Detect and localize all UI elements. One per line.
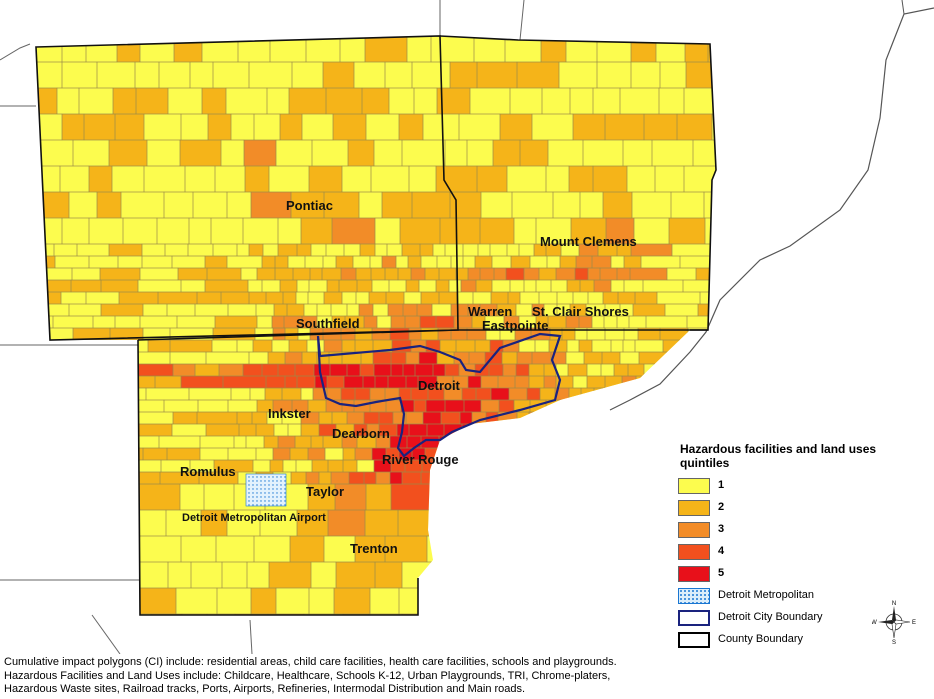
legend-label: County Boundary bbox=[718, 633, 803, 645]
label-warren: Warren bbox=[468, 304, 512, 319]
footnote-line: Cumulative impact polygons (CI) include:… bbox=[4, 656, 617, 668]
footnote-line: Hazardous Facilities and Land Uses inclu… bbox=[4, 669, 611, 682]
legend-swatch bbox=[678, 566, 710, 582]
legend-item-quintile-5: 5 bbox=[678, 566, 918, 584]
detroit-city-boundary bbox=[316, 332, 562, 458]
label-dearborn: Dearborn bbox=[332, 426, 390, 441]
label-river-rouge: River Rouge bbox=[382, 452, 459, 467]
study-area-map: Pontiac Mount Clemens Southfield Warren … bbox=[0, 0, 934, 654]
map-footnotes: Cumulative impact polygons (CI) include:… bbox=[4, 656, 930, 697]
legend-swatch bbox=[678, 500, 710, 516]
compass-rose-icon: N S E W bbox=[872, 601, 916, 644]
legend-item-quintile-2: 2 bbox=[678, 500, 918, 518]
neighbor-county-lines bbox=[0, 0, 525, 654]
label-pontiac: Pontiac bbox=[286, 198, 333, 213]
label-eastpointe: Eastpointe bbox=[482, 318, 548, 333]
legend-swatch-outline bbox=[678, 632, 710, 648]
legend-label: 2 bbox=[718, 501, 725, 513]
legend-title: Hazardous facilities and land uses quint… bbox=[680, 442, 877, 470]
footnote-line: Hazardous Waste sites, Railroad tracks, … bbox=[4, 683, 526, 695]
legend-swatch-dots bbox=[678, 588, 710, 604]
legend-label: 5 bbox=[718, 567, 725, 579]
county-boundaries bbox=[35, 35, 717, 616]
legend-item-airport: Detroit Metropolitan bbox=[678, 588, 918, 606]
legend-swatch bbox=[678, 522, 710, 538]
legend-item-quintile-4: 4 bbox=[678, 544, 918, 562]
airport-area bbox=[245, 473, 287, 507]
label-detroit: Detroit bbox=[418, 378, 461, 393]
legend-label: 3 bbox=[718, 523, 725, 535]
legend-item-city-boundary: Detroit City Boundary bbox=[678, 610, 918, 628]
compass-s: S bbox=[892, 640, 896, 644]
shoreline-upper bbox=[901, 0, 905, 15]
legend-item-quintile-3: 3 bbox=[678, 522, 918, 540]
label-inkster: Inkster bbox=[268, 406, 311, 421]
shoreline bbox=[609, 7, 934, 411]
label-taylor: Taylor bbox=[306, 484, 344, 499]
compass-e: E bbox=[912, 620, 916, 626]
legend-label: 1 bbox=[718, 479, 725, 491]
legend-swatch bbox=[678, 544, 710, 560]
label-mount-clemens: Mount Clemens bbox=[540, 234, 637, 249]
legend-label: 4 bbox=[718, 545, 725, 557]
label-trenton: Trenton bbox=[350, 541, 398, 556]
legend-swatch-outline bbox=[678, 610, 710, 626]
legend-item-county-boundary: County Boundary bbox=[678, 632, 918, 650]
legend-item-quintile-1: 1 bbox=[678, 478, 918, 496]
map-legend: Hazardous facilities and land uses quint… bbox=[678, 442, 928, 652]
label-airport: Detroit Metropolitan Airport bbox=[182, 512, 326, 524]
legend-label: Detroit City Boundary bbox=[718, 611, 823, 623]
legend-label: Detroit Metropolitan bbox=[718, 589, 814, 601]
label-southfield: Southfield bbox=[296, 316, 360, 331]
label-romulus: Romulus bbox=[180, 464, 236, 479]
place-labels: Pontiac Mount Clemens Southfield Warren … bbox=[180, 198, 637, 556]
label-st-clair-shores: St. Clair Shores bbox=[532, 304, 629, 319]
compass-w: W bbox=[872, 620, 877, 626]
compass-n: N bbox=[892, 601, 896, 607]
legend-swatch bbox=[678, 478, 710, 494]
